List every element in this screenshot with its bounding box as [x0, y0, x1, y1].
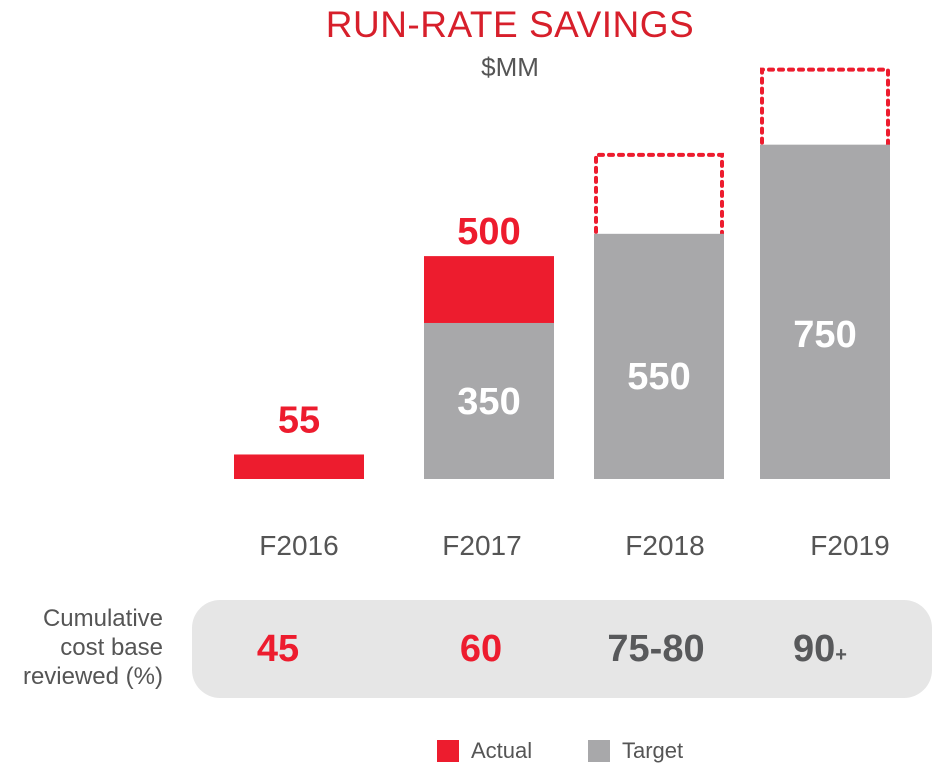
summary-value-f2019: 90+ [793, 628, 847, 670]
dotted-outline-f2018 [594, 152, 724, 254]
data-label-f2016: 55 [278, 399, 320, 441]
category-label-f2019: F2019 [810, 530, 890, 561]
summary-value-f2018: 75-80 [607, 628, 705, 670]
chart-subtitle: $MM [481, 52, 539, 82]
legend-label-actual: Actual [471, 738, 533, 763]
summary-value-f2017: 60 [459, 628, 503, 670]
dotted-outline-f2019 [760, 67, 890, 165]
data-label-f2017-actual: 500 [457, 211, 520, 253]
bar-chart: 55 350 500 550 750 [234, 67, 890, 479]
bar-actual-f2016 [234, 454, 364, 479]
summary-value-f2016: 45 [256, 628, 300, 670]
summary-row-box [192, 600, 932, 698]
bar-target-f2019 [760, 144, 890, 479]
chart-title: RUN-RATE SAVINGS [325, 4, 695, 45]
bar-target-f2018 [594, 233, 724, 479]
bar-actual-f2017 [424, 256, 554, 323]
data-label-f2019: 750 [793, 314, 856, 356]
legend-label-target: Target [622, 738, 684, 763]
legend-swatch-actual [437, 740, 459, 762]
legend-swatch-target [588, 740, 610, 762]
summary-row-label: Cumulative cost base reviewed (%) [22, 605, 163, 690]
data-label-f2017-target: 350 [457, 381, 520, 423]
legend-item-actual: Actual [437, 736, 532, 766]
bar-target-f2017 [424, 322, 554, 479]
data-label-f2018: 550 [627, 356, 690, 398]
category-label-f2017: F2017 [442, 530, 522, 561]
legend-item-target: Target [588, 736, 683, 766]
category-label-f2018: F2018 [625, 530, 705, 561]
category-label-f2016: F2016 [259, 530, 339, 561]
